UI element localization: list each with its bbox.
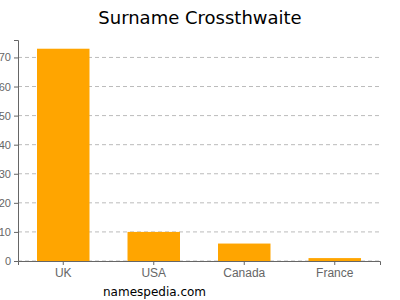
x-tick-mark [334, 261, 335, 265]
x-axis: UK USA Canada France [19, 261, 381, 280]
x-tick: Canada [223, 261, 265, 280]
y-tick-label: 40 [0, 139, 11, 151]
x-tick-label: USA [141, 266, 166, 280]
y-tick-mark [14, 87, 18, 88]
bar [37, 49, 89, 261]
bar [218, 244, 270, 261]
y-tick-label: 70 [0, 51, 11, 63]
x-tick: USA [141, 261, 166, 280]
bars [37, 49, 361, 261]
bar [309, 258, 361, 261]
annotation: namespedia.com [103, 285, 206, 299]
y-tick-mark [14, 116, 18, 117]
title: Surname Crossthwaite [98, 7, 301, 28]
y-tick: 0 [5, 255, 18, 267]
y-tick-mark [14, 174, 18, 175]
x-axis-line [19, 262, 381, 266]
bar [128, 232, 180, 261]
y-tick: 40 [0, 139, 18, 151]
x-tick-label: France [316, 266, 354, 280]
y-tick-label: 30 [0, 168, 11, 180]
y-axis: 0 10 20 30 40 50 60 70 [0, 41, 19, 268]
x-tick-mark [153, 261, 154, 265]
y-tick-label: 60 [0, 81, 11, 93]
y-tick-label: 10 [0, 226, 11, 238]
y-tick-mark [14, 232, 18, 233]
y-tick: 30 [0, 168, 18, 180]
y-tick: 60 [0, 81, 18, 93]
y-tick-mark [14, 203, 18, 204]
x-tick-mark [63, 261, 64, 265]
y-tick: 10 [0, 226, 18, 238]
y-tick: 20 [0, 197, 18, 209]
plot: 0 10 20 30 40 50 60 70 UK USA Canada France [0, 41, 381, 280]
y-tick-label: 0 [5, 255, 11, 267]
y-tick-label: 50 [0, 110, 11, 122]
x-tick: France [316, 261, 354, 280]
x-tick: UK [55, 261, 72, 280]
y-axis-line [14, 41, 19, 262]
chart: 0 10 20 30 40 50 60 70 UK USA Canada France Surname … [0, 0, 400, 300]
x-tick-label: Canada [223, 266, 265, 280]
y-tick-mark [14, 145, 18, 146]
x-tick-mark [244, 261, 245, 265]
y-tick: 50 [0, 110, 18, 122]
y-tick-label: 20 [0, 197, 11, 209]
y-tick-mark [14, 57, 18, 58]
y-tick-mark [14, 261, 18, 262]
x-tick-label: UK [55, 266, 72, 280]
y-tick: 70 [0, 51, 18, 63]
